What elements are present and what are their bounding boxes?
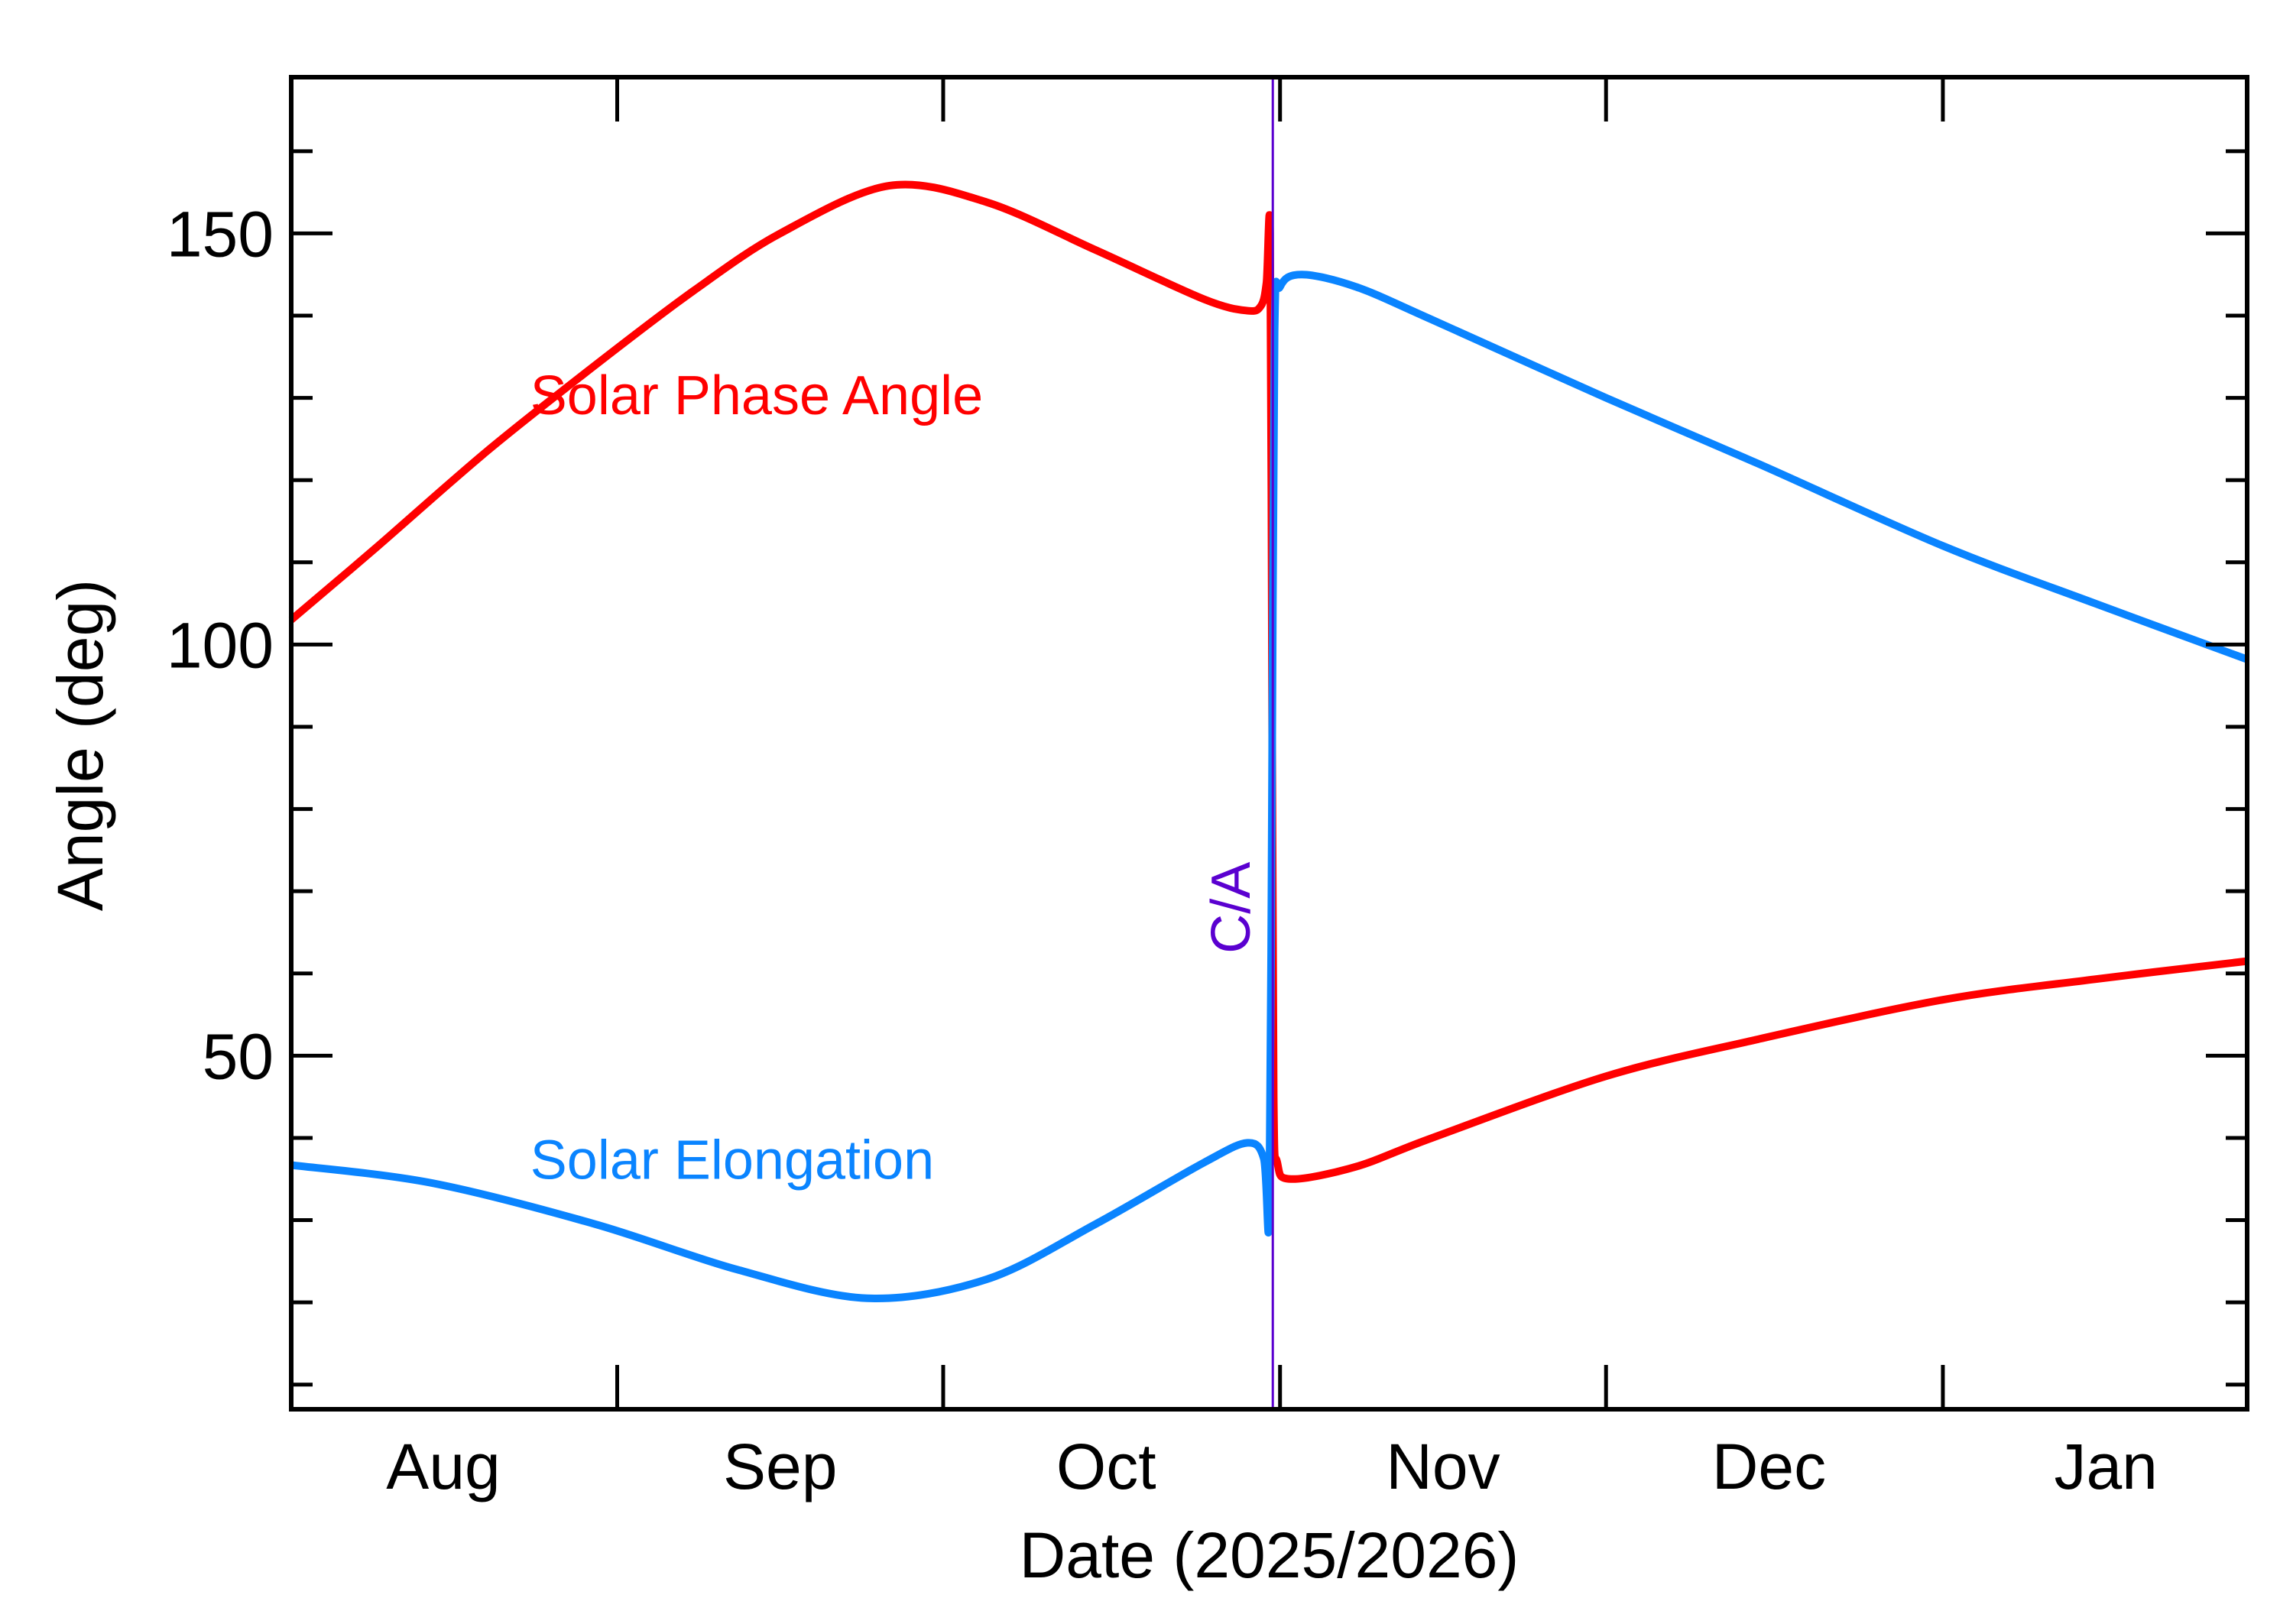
y-tick-label: 50 — [203, 1020, 274, 1092]
series-line-solar-elongation — [290, 271, 2249, 1302]
x-tick-label: Jan — [2054, 1431, 2157, 1502]
series-line-solar-phase-angle — [288, 180, 2248, 1183]
x-tick-label: Aug — [386, 1431, 500, 1502]
y-axis-ticks: 50 100 150 — [167, 149, 2247, 1387]
x-axis-ticks: Aug Sep Oct Nov Dec Jan — [386, 77, 2158, 1502]
x-tick-label: Oct — [1056, 1431, 1156, 1502]
plot-frame — [289, 75, 2249, 1412]
closest-approach-label: C/A — [1201, 862, 1262, 954]
y-axis-title: Angle (deg) — [44, 579, 116, 911]
x-tick-label: Dec — [1712, 1431, 1826, 1502]
series-label-solar-elongation: Solar Elongation — [530, 1130, 934, 1191]
series-label-solar-phase-angle: Solar Phase Angle — [530, 365, 983, 426]
x-tick-label: Nov — [1386, 1431, 1500, 1502]
x-tick-label: Sep — [723, 1431, 837, 1502]
y-tick-label: 100 — [167, 609, 274, 681]
x-axis-title: Date (2025/2026) — [1020, 1519, 1519, 1591]
y-tick-label: 150 — [167, 198, 274, 270]
plot-marks — [288, 77, 2249, 1409]
